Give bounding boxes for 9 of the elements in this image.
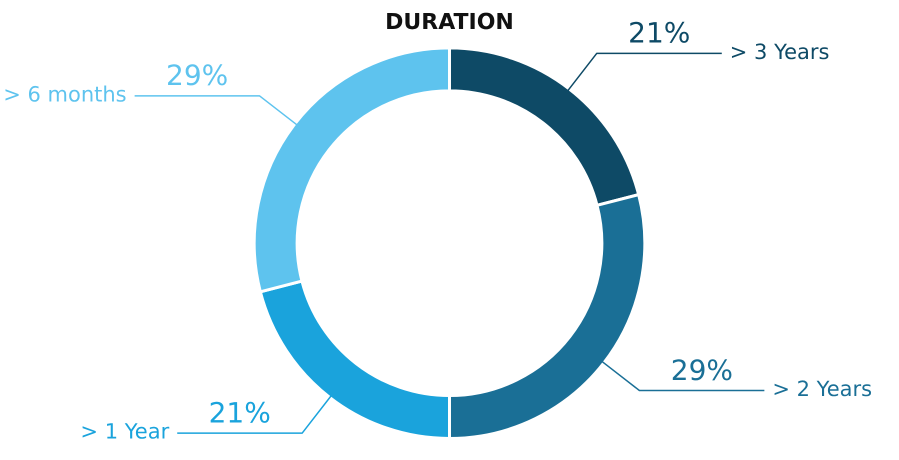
slice-label: > 1 Year xyxy=(80,420,170,444)
chart-title: DURATION xyxy=(385,10,514,35)
data-label: 21% xyxy=(628,16,690,50)
slice-label: > 2 Years xyxy=(772,376,872,401)
slice-label: > 3 Years xyxy=(730,40,830,64)
data-label: 29% xyxy=(670,354,733,387)
slice-label: > 6 months xyxy=(3,82,127,106)
data-label: 29% xyxy=(166,59,228,92)
data-label: 21% xyxy=(208,396,271,430)
